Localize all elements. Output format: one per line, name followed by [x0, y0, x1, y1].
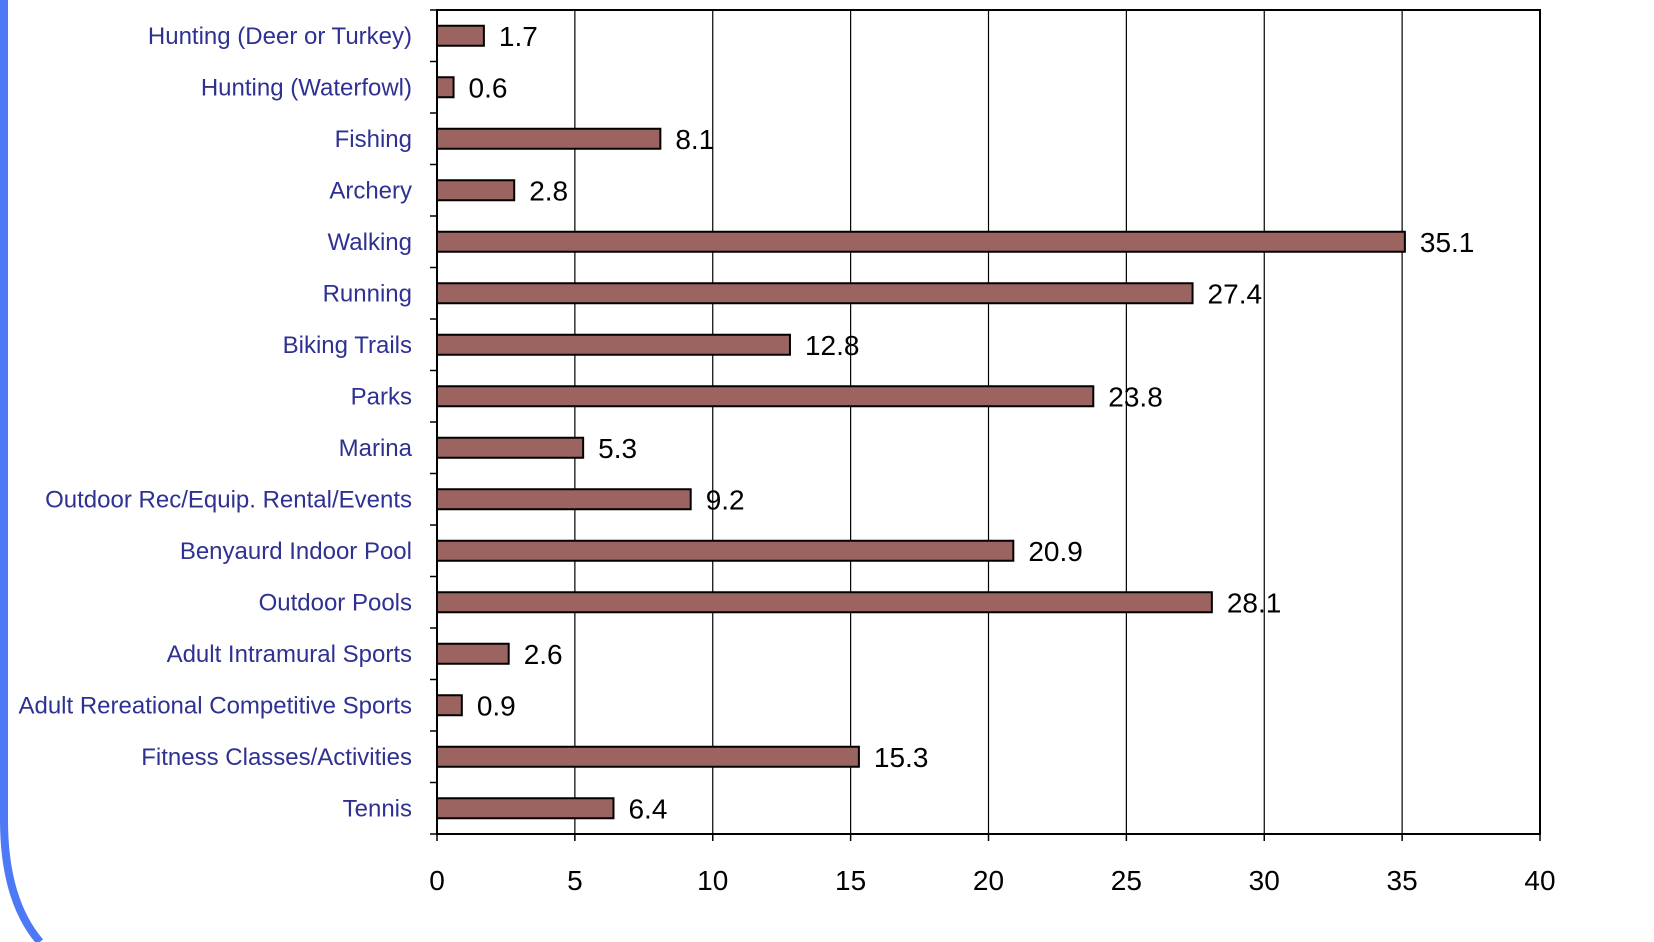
x-tick-label: 15 — [835, 865, 866, 896]
bar — [436, 436, 585, 459]
bar — [436, 591, 1213, 614]
x-tick-label: 20 — [973, 865, 1004, 896]
bar — [436, 642, 510, 665]
value-label: 2.8 — [529, 175, 568, 206]
category-label: Walking — [328, 229, 412, 256]
bar — [436, 230, 1406, 253]
bar — [436, 127, 662, 150]
value-label: 2.6 — [524, 639, 563, 670]
category-label: Parks — [351, 383, 412, 410]
bar — [436, 488, 692, 511]
bar — [436, 539, 1015, 562]
value-labels: 1.7 0.6 8.1 2.8 35.1 27.4 12.8 23.8 5.3 9.2 20.9 28… — [469, 21, 1475, 825]
value-label: 0.6 — [469, 72, 508, 103]
category-label: Biking Trails — [283, 332, 412, 359]
category-label: Adult Rereational Competitive Sports — [18, 692, 412, 719]
frame-accent-curve — [0, 0, 44, 942]
grid-lines — [574, 10, 1403, 834]
bar — [436, 282, 1194, 305]
bar — [436, 745, 860, 768]
x-tick-label: 35 — [1387, 865, 1418, 896]
category-label: Running — [323, 280, 412, 307]
value-label: 20.9 — [1028, 536, 1083, 567]
category-label: Archery — [329, 177, 412, 204]
value-label: 12.8 — [805, 330, 860, 361]
x-tick-label: 30 — [1249, 865, 1280, 896]
bar — [436, 76, 455, 99]
x-tick-label: 5 — [567, 865, 583, 896]
category-label: Marina — [339, 435, 413, 462]
x-tick-label: 10 — [697, 865, 728, 896]
bar — [436, 333, 791, 356]
category-label: Benyaurd Indoor Pool — [180, 538, 412, 565]
category-label: Hunting (Deer or Turkey) — [148, 23, 412, 50]
value-label: 27.4 — [1208, 278, 1263, 309]
value-label: 6.4 — [628, 793, 667, 824]
bars — [436, 24, 1406, 820]
category-label: Hunting (Waterfowl) — [201, 74, 412, 101]
axis-ticks — [430, 9, 1541, 841]
value-label: 15.3 — [874, 742, 929, 773]
category-label: Outdoor Rec/Equip. Rental/Events — [45, 486, 412, 513]
value-label: 28.1 — [1227, 587, 1282, 618]
value-label: 0.9 — [477, 690, 516, 721]
category-label: Adult Intramural Sports — [167, 641, 412, 668]
value-label: 5.3 — [598, 433, 637, 464]
x-tick-label: 40 — [1524, 865, 1555, 896]
value-label: 35.1 — [1420, 227, 1475, 258]
value-label: 1.7 — [499, 21, 538, 52]
x-tick-labels: 0 5 10 15 20 25 30 35 40 — [429, 865, 1555, 896]
category-labels: Hunting (Deer or Turkey) Hunting (Waterfo… — [18, 23, 412, 823]
value-label: 9.2 — [706, 484, 745, 515]
x-tick-label: 25 — [1111, 865, 1142, 896]
x-tick-label: 0 — [429, 865, 445, 896]
bar — [436, 179, 516, 202]
bar — [436, 694, 463, 717]
value-label: 23.8 — [1108, 381, 1163, 412]
category-label: Outdoor Pools — [259, 589, 412, 616]
category-label: Tennis — [343, 795, 412, 822]
bar — [436, 24, 485, 47]
value-label: 8.1 — [675, 124, 714, 155]
category-label: Fitness Classes/Activities — [141, 744, 412, 771]
category-label: Fishing — [335, 126, 412, 153]
bar — [436, 797, 615, 820]
bar — [436, 385, 1095, 408]
